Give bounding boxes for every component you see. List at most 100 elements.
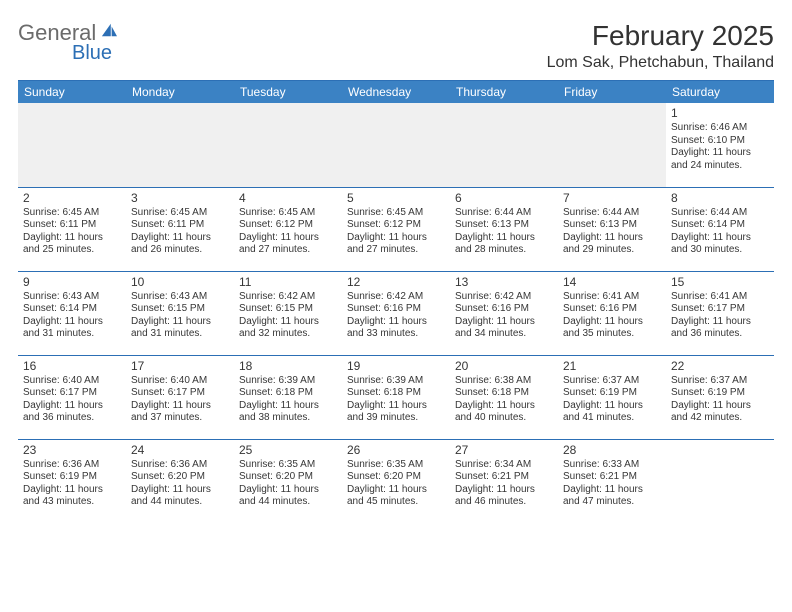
day-header: Saturday — [666, 81, 774, 103]
day-number: 11 — [239, 275, 337, 290]
sunrise-line: Sunrise: 6:41 AM — [671, 291, 769, 304]
calendar-tbody: 1Sunrise: 6:46 AMSunset: 6:10 PMDaylight… — [18, 103, 774, 523]
calendar-day-cell: 16Sunrise: 6:40 AMSunset: 6:17 PMDayligh… — [18, 355, 126, 439]
day-header: Wednesday — [342, 81, 450, 103]
daylight-line: Daylight: 11 hours and 32 minutes. — [239, 316, 337, 341]
calendar-day-cell: 22Sunrise: 6:37 AMSunset: 6:19 PMDayligh… — [666, 355, 774, 439]
daylight-line: Daylight: 11 hours and 33 minutes. — [347, 316, 445, 341]
day-number: 18 — [239, 359, 337, 374]
logo: General Blue — [18, 20, 118, 46]
day-number: 13 — [455, 275, 553, 290]
daylight-line: Daylight: 11 hours and 24 minutes. — [671, 147, 769, 172]
calendar-day-cell: 21Sunrise: 6:37 AMSunset: 6:19 PMDayligh… — [558, 355, 666, 439]
calendar-day-cell — [126, 103, 234, 187]
sunset-line: Sunset: 6:16 PM — [563, 303, 661, 316]
sunset-line: Sunset: 6:21 PM — [455, 471, 553, 484]
sunrise-line: Sunrise: 6:43 AM — [23, 291, 121, 304]
sunset-line: Sunset: 6:11 PM — [23, 219, 121, 232]
sunrise-line: Sunrise: 6:42 AM — [347, 291, 445, 304]
daylight-line: Daylight: 11 hours and 27 minutes. — [239, 232, 337, 257]
sunrise-line: Sunrise: 6:35 AM — [239, 459, 337, 472]
day-number: 2 — [23, 191, 121, 206]
daylight-line: Daylight: 11 hours and 39 minutes. — [347, 400, 445, 425]
sunrise-line: Sunrise: 6:39 AM — [239, 375, 337, 388]
calendar-day-cell — [342, 103, 450, 187]
day-number: 19 — [347, 359, 445, 374]
calendar-week-row: 2Sunrise: 6:45 AMSunset: 6:11 PMDaylight… — [18, 187, 774, 271]
sunset-line: Sunset: 6:12 PM — [239, 219, 337, 232]
daylight-line: Daylight: 11 hours and 43 minutes. — [23, 484, 121, 509]
day-number: 7 — [563, 191, 661, 206]
daylight-line: Daylight: 11 hours and 28 minutes. — [455, 232, 553, 257]
sunrise-line: Sunrise: 6:41 AM — [563, 291, 661, 304]
calendar-day-cell — [558, 103, 666, 187]
sunrise-line: Sunrise: 6:43 AM — [131, 291, 229, 304]
daylight-line: Daylight: 11 hours and 40 minutes. — [455, 400, 553, 425]
calendar-day-cell: 1Sunrise: 6:46 AMSunset: 6:10 PMDaylight… — [666, 103, 774, 187]
sunset-line: Sunset: 6:19 PM — [563, 387, 661, 400]
day-number: 6 — [455, 191, 553, 206]
day-header-row: SundayMondayTuesdayWednesdayThursdayFrid… — [18, 81, 774, 103]
day-number: 17 — [131, 359, 229, 374]
sunset-line: Sunset: 6:10 PM — [671, 135, 769, 148]
sunrise-line: Sunrise: 6:45 AM — [23, 207, 121, 220]
daylight-line: Daylight: 11 hours and 42 minutes. — [671, 400, 769, 425]
day-number: 10 — [131, 275, 229, 290]
calendar-week-row: 23Sunrise: 6:36 AMSunset: 6:19 PMDayligh… — [18, 439, 774, 523]
calendar-day-cell: 28Sunrise: 6:33 AMSunset: 6:21 PMDayligh… — [558, 439, 666, 523]
daylight-line: Daylight: 11 hours and 34 minutes. — [455, 316, 553, 341]
daylight-line: Daylight: 11 hours and 30 minutes. — [671, 232, 769, 257]
month-title: February 2025 — [547, 20, 774, 52]
sunrise-line: Sunrise: 6:40 AM — [131, 375, 229, 388]
day-number: 5 — [347, 191, 445, 206]
day-number: 27 — [455, 443, 553, 458]
daylight-line: Daylight: 11 hours and 37 minutes. — [131, 400, 229, 425]
sunset-line: Sunset: 6:12 PM — [347, 219, 445, 232]
calendar-day-cell — [234, 103, 342, 187]
sunrise-line: Sunrise: 6:46 AM — [671, 122, 769, 135]
day-header: Sunday — [18, 81, 126, 103]
day-number: 3 — [131, 191, 229, 206]
day-number: 21 — [563, 359, 661, 374]
sunrise-line: Sunrise: 6:36 AM — [23, 459, 121, 472]
day-number: 24 — [131, 443, 229, 458]
day-number: 23 — [23, 443, 121, 458]
sunrise-line: Sunrise: 6:42 AM — [455, 291, 553, 304]
day-number: 12 — [347, 275, 445, 290]
daylight-line: Daylight: 11 hours and 31 minutes. — [23, 316, 121, 341]
sunset-line: Sunset: 6:14 PM — [23, 303, 121, 316]
calendar-day-cell: 23Sunrise: 6:36 AMSunset: 6:19 PMDayligh… — [18, 439, 126, 523]
sunset-line: Sunset: 6:13 PM — [455, 219, 553, 232]
day-number: 26 — [347, 443, 445, 458]
calendar-day-cell: 13Sunrise: 6:42 AMSunset: 6:16 PMDayligh… — [450, 271, 558, 355]
day-number: 1 — [671, 106, 769, 121]
sunset-line: Sunset: 6:19 PM — [23, 471, 121, 484]
calendar-day-cell: 25Sunrise: 6:35 AMSunset: 6:20 PMDayligh… — [234, 439, 342, 523]
sunset-line: Sunset: 6:15 PM — [239, 303, 337, 316]
sunrise-line: Sunrise: 6:44 AM — [671, 207, 769, 220]
day-number: 25 — [239, 443, 337, 458]
sunrise-line: Sunrise: 6:40 AM — [23, 375, 121, 388]
sunrise-line: Sunrise: 6:36 AM — [131, 459, 229, 472]
sunset-line: Sunset: 6:16 PM — [347, 303, 445, 316]
daylight-line: Daylight: 11 hours and 26 minutes. — [131, 232, 229, 257]
daylight-line: Daylight: 11 hours and 29 minutes. — [563, 232, 661, 257]
calendar-day-cell — [450, 103, 558, 187]
daylight-line: Daylight: 11 hours and 46 minutes. — [455, 484, 553, 509]
sunset-line: Sunset: 6:17 PM — [23, 387, 121, 400]
calendar-day-cell: 6Sunrise: 6:44 AMSunset: 6:13 PMDaylight… — [450, 187, 558, 271]
sunset-line: Sunset: 6:19 PM — [671, 387, 769, 400]
day-number: 4 — [239, 191, 337, 206]
daylight-line: Daylight: 11 hours and 25 minutes. — [23, 232, 121, 257]
day-number: 22 — [671, 359, 769, 374]
sunrise-line: Sunrise: 6:37 AM — [563, 375, 661, 388]
sunset-line: Sunset: 6:17 PM — [131, 387, 229, 400]
calendar-thead: SundayMondayTuesdayWednesdayThursdayFrid… — [18, 81, 774, 103]
calendar-day-cell: 11Sunrise: 6:42 AMSunset: 6:15 PMDayligh… — [234, 271, 342, 355]
daylight-line: Daylight: 11 hours and 47 minutes. — [563, 484, 661, 509]
sunrise-line: Sunrise: 6:45 AM — [131, 207, 229, 220]
header: General Blue February 2025 Lom Sak, Phet… — [18, 20, 774, 72]
sunset-line: Sunset: 6:13 PM — [563, 219, 661, 232]
day-header: Tuesday — [234, 81, 342, 103]
daylight-line: Daylight: 11 hours and 45 minutes. — [347, 484, 445, 509]
